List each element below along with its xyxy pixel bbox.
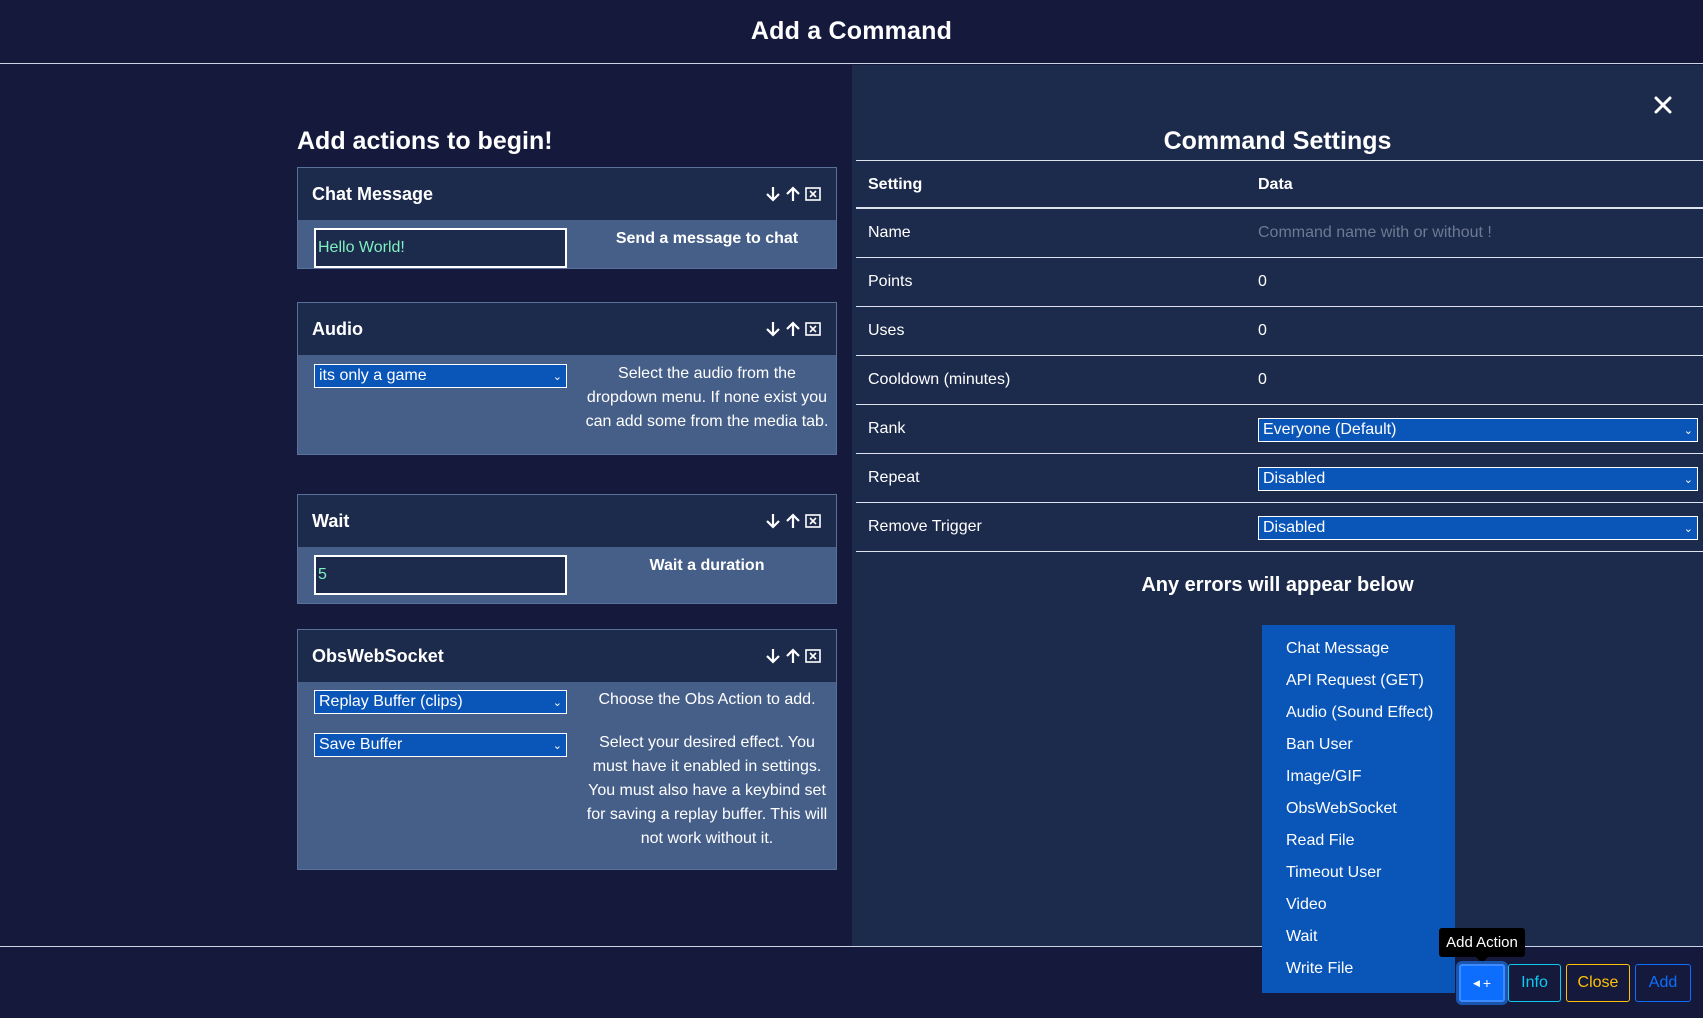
move-down-icon[interactable] xyxy=(764,185,782,203)
move-down-icon[interactable] xyxy=(764,647,782,665)
obs-action-select[interactable]: Replay Buffer (clips) ⌄ xyxy=(314,690,567,714)
menu-item-chat-message[interactable]: Chat Message xyxy=(1286,640,1390,657)
chat-message-input[interactable] xyxy=(314,228,567,268)
column-header-setting: Setting xyxy=(868,176,923,193)
repeat-select[interactable]: Disabled ⌄ xyxy=(1258,467,1698,491)
actions-panel: Add actions to begin! Chat Message Send … xyxy=(0,65,852,946)
menu-item-obswebsocket[interactable]: ObsWebSocket xyxy=(1286,800,1397,817)
table-header-row: Setting Data xyxy=(856,160,1703,209)
table-row: Points 0 xyxy=(856,258,1703,307)
add-action-menu: Chat Message API Request (GET) Audio (So… xyxy=(1262,625,1455,993)
table-row: Remove Trigger Disabled ⌄ xyxy=(856,503,1703,552)
info-button[interactable]: Info xyxy=(1508,964,1561,1002)
action-card-chat-message: Chat Message Send a message to chat xyxy=(297,167,837,269)
setting-label: Rank xyxy=(868,420,906,437)
action-card-wait: Wait Wait a duration xyxy=(297,494,837,604)
errors-heading: Any errors will appear below xyxy=(1141,574,1414,596)
chevron-down-icon: ⌄ xyxy=(552,739,562,752)
page-header: Add a Command xyxy=(0,0,1703,64)
action-description: Select the audio from the dropdown menu.… xyxy=(585,365,829,430)
rank-select[interactable]: Everyone (Default) ⌄ xyxy=(1258,418,1698,442)
rank-select-value: Everyone (Default) xyxy=(1263,421,1397,438)
action-description: Choose the Obs Action to add. xyxy=(598,691,816,708)
action-card-header: Wait xyxy=(298,495,836,547)
remove-trigger-select[interactable]: Disabled ⌄ xyxy=(1258,516,1698,540)
audio-select[interactable]: its only a game ⌄ xyxy=(314,364,567,388)
move-up-icon[interactable] xyxy=(784,320,802,338)
actions-heading: Add actions to begin! xyxy=(297,127,553,155)
action-card-audio: Audio its only a game ⌄ Select the audio… xyxy=(297,302,837,455)
table-row: Repeat Disabled ⌄ xyxy=(856,454,1703,503)
delete-icon[interactable] xyxy=(804,512,822,530)
settings-table: Setting Data Name Command name with or w… xyxy=(856,160,1703,552)
menu-item-image-gif[interactable]: Image/GIF xyxy=(1286,768,1362,785)
menu-item-write-file[interactable]: Write File xyxy=(1286,960,1354,977)
setting-label: Uses xyxy=(868,322,905,339)
column-header-data: Data xyxy=(1258,176,1293,193)
menu-item-timeout-user[interactable]: Timeout User xyxy=(1286,864,1382,881)
action-description: Select your desired effect. You must hav… xyxy=(586,734,828,847)
action-card-header: ObsWebSocket xyxy=(298,630,836,682)
action-description: Wait a duration xyxy=(649,557,765,574)
obs-effect-select[interactable]: Save Buffer ⌄ xyxy=(314,733,567,757)
setting-label: Points xyxy=(868,273,913,290)
uses-input[interactable]: 0 xyxy=(1258,322,1267,339)
action-title: ObsWebSocket xyxy=(312,645,444,666)
audio-select-value: its only a game xyxy=(319,367,427,384)
menu-item-audio[interactable]: Audio (Sound Effect) xyxy=(1286,704,1434,721)
action-title: Audio xyxy=(312,318,363,339)
setting-label: Remove Trigger xyxy=(868,518,982,535)
chevron-down-icon: ⌄ xyxy=(1683,424,1693,437)
table-row: Uses 0 xyxy=(856,307,1703,356)
move-up-icon[interactable] xyxy=(784,647,802,665)
cooldown-input[interactable]: 0 xyxy=(1258,371,1267,388)
menu-item-video[interactable]: Video xyxy=(1286,896,1327,913)
move-up-icon[interactable] xyxy=(784,185,802,203)
menu-item-ban-user[interactable]: Ban User xyxy=(1286,736,1353,753)
chevron-down-icon: ⌄ xyxy=(1683,473,1693,486)
action-card-header: Chat Message xyxy=(298,168,836,220)
close-icon[interactable] xyxy=(1649,91,1677,119)
chevron-down-icon: ⌄ xyxy=(1683,522,1693,535)
obs-effect-select-value: Save Buffer xyxy=(319,736,403,753)
remove-trigger-select-value: Disabled xyxy=(1263,519,1326,536)
caret-left-icon: ◀ xyxy=(1472,977,1480,988)
close-button[interactable]: Close xyxy=(1566,964,1630,1002)
setting-label: Cooldown (minutes) xyxy=(868,371,1011,388)
setting-label: Name xyxy=(868,224,911,241)
table-row: Cooldown (minutes) 0 xyxy=(856,356,1703,405)
action-card-obswebsocket: ObsWebSocket Replay Buffer (clips) ⌄ Cho… xyxy=(297,629,837,870)
action-description: Send a message to chat xyxy=(615,230,799,247)
menu-item-read-file[interactable]: Read File xyxy=(1286,832,1355,849)
repeat-select-value: Disabled xyxy=(1263,470,1326,487)
move-down-icon[interactable] xyxy=(764,320,782,338)
delete-icon[interactable] xyxy=(804,320,822,338)
delete-icon[interactable] xyxy=(804,647,822,665)
action-card-header: Audio xyxy=(298,303,836,355)
menu-item-api-request[interactable]: API Request (GET) xyxy=(1286,672,1424,689)
move-down-icon[interactable] xyxy=(764,512,782,530)
wait-duration-input[interactable] xyxy=(314,555,567,595)
page-title: Add a Command xyxy=(750,17,953,45)
obs-action-select-value: Replay Buffer (clips) xyxy=(319,693,463,710)
settings-heading: Command Settings xyxy=(1163,127,1392,155)
setting-label: Repeat xyxy=(868,469,920,486)
table-row: Name Command name with or without ! xyxy=(856,209,1703,258)
add-button[interactable]: Add xyxy=(1635,964,1691,1002)
move-up-icon[interactable] xyxy=(784,512,802,530)
command-name-input[interactable]: Command name with or without ! xyxy=(1258,224,1492,241)
add-action-tooltip: Add Action xyxy=(1439,928,1525,963)
points-input[interactable]: 0 xyxy=(1258,273,1267,290)
add-action-label: + xyxy=(1482,975,1492,991)
table-row: Rank Everyone (Default) ⌄ xyxy=(856,405,1703,454)
action-title: Wait xyxy=(312,510,350,531)
delete-icon[interactable] xyxy=(804,185,822,203)
action-title: Chat Message xyxy=(312,183,434,204)
chevron-down-icon: ⌄ xyxy=(552,370,562,383)
menu-item-wait[interactable]: Wait xyxy=(1286,928,1318,945)
chevron-down-icon: ⌄ xyxy=(552,696,562,709)
add-action-button[interactable]: ◀ + xyxy=(1459,964,1505,1002)
